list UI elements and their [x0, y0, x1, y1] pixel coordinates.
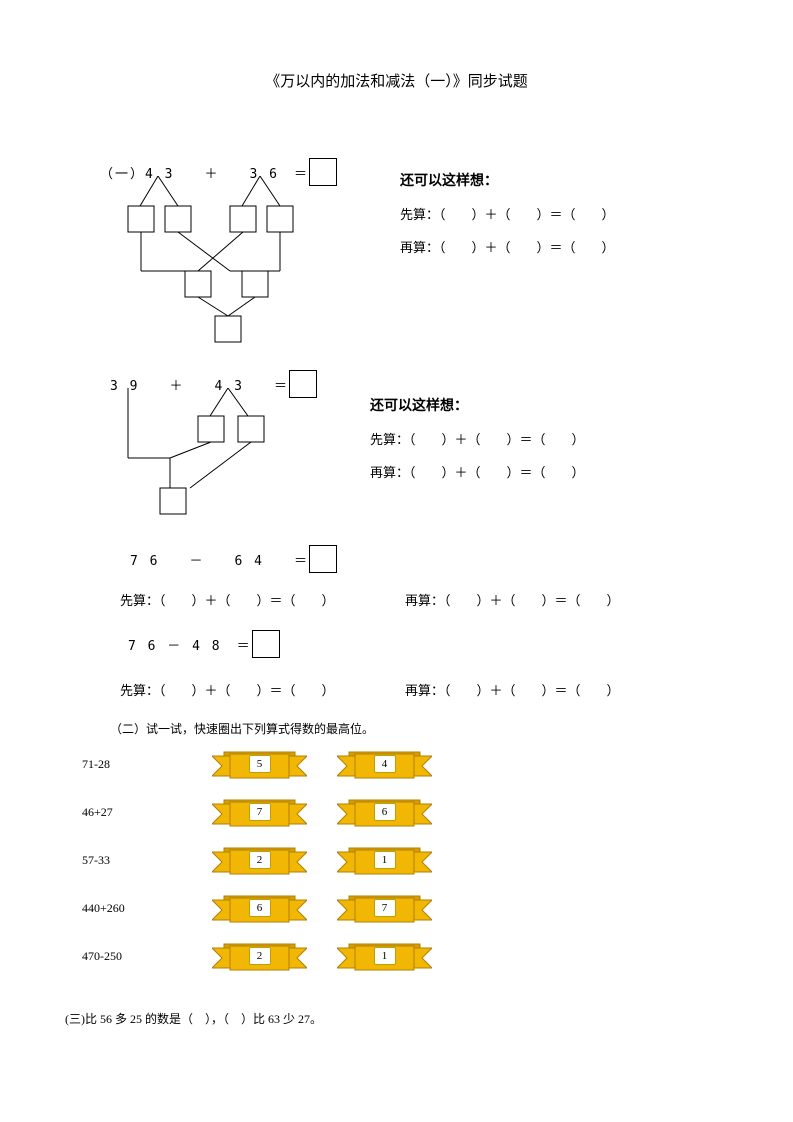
problem-3: 7 6 － 6 4 ＝: [130, 545, 337, 573]
ribbon-option[interactable]: 4: [337, 748, 432, 780]
p3-second[interactable]: 再算：（ ）＋（ ）＝（ ）: [405, 590, 620, 609]
p4-answer-box[interactable]: [252, 630, 280, 658]
ribbon-option[interactable]: 7: [212, 796, 307, 828]
problem-2: 3 9 ＋ 4 3 ＝: [110, 370, 317, 398]
ribbon-option[interactable]: 7: [337, 892, 432, 924]
ribbon-number: 2: [249, 851, 271, 869]
p3-first[interactable]: 先算：（ ）＋（ ）＝（ ）: [120, 590, 335, 609]
p1-diagram: [100, 176, 360, 346]
ribbon-label: 46+27: [82, 805, 212, 820]
sec3[interactable]: (三)比 56 多 25 的数是（ ），（ ）比 63 少 27。: [65, 1010, 322, 1027]
ribbon-row: 71-28 5 4: [82, 748, 793, 780]
ribbon-option[interactable]: 2: [212, 844, 307, 876]
sec2-header: （二）试一试，快速圈出下列算式得数的最高位。: [110, 720, 374, 737]
ribbon-number: 1: [374, 851, 396, 869]
ribbon-row: 470-250 2 1: [82, 940, 793, 972]
ribbon-number: 2: [249, 947, 271, 965]
problem-4: 7 6 － 4 8 ＝: [128, 630, 280, 658]
ribbon-number: 4: [374, 755, 396, 773]
p2-first[interactable]: 先算：（ ）＋（ ）＝（ ）: [370, 429, 585, 448]
p2-think-hdr: 还可以这样想：: [370, 395, 585, 415]
p2-diagram: [110, 388, 330, 528]
ribbon-number: 6: [249, 899, 271, 917]
ribbon-number: 1: [374, 947, 396, 965]
p4-second[interactable]: 再算：（ ）＋（ ）＝（ ）: [405, 680, 620, 699]
ribbon-label: 57-33: [82, 853, 212, 868]
p2-think: 还可以这样想： 先算：（ ）＋（ ）＝（ ） 再算：（ ）＋（ ）＝（ ）: [370, 395, 585, 481]
p1-first[interactable]: 先算：（ ）＋（ ）＝（ ）: [400, 204, 615, 223]
p4-expr: 7 6 － 4 8 ＝: [128, 635, 252, 654]
ribbon-row: 57-33 2 1: [82, 844, 793, 876]
p3-expr: 7 6 － 6 4 ＝: [130, 550, 309, 569]
ribbon-container: 71-28 5 4 46+27 7: [0, 748, 793, 988]
p3-answer-box[interactable]: [309, 545, 337, 573]
ribbon-number: 5: [249, 755, 271, 773]
ribbon-option[interactable]: 5: [212, 748, 307, 780]
problem-1: （一）4 3 ＋ 3 6 ＝: [100, 158, 337, 186]
p4-first[interactable]: 先算：（ ）＋（ ）＝（ ）: [120, 680, 335, 699]
p2-second[interactable]: 再算：（ ）＋（ ）＝（ ）: [370, 462, 585, 481]
ribbon-label: 71-28: [82, 757, 212, 772]
ribbon-option[interactable]: 6: [337, 796, 432, 828]
ribbon-number: 7: [374, 899, 396, 917]
p1-think-hdr: 还可以这样想：: [400, 170, 615, 190]
p1-second[interactable]: 再算：（ ）＋（ ）＝（ ）: [400, 237, 615, 256]
ribbon-row: 440+260 6 7: [82, 892, 793, 924]
ribbon-option[interactable]: 1: [337, 940, 432, 972]
ribbon-option[interactable]: 1: [337, 844, 432, 876]
ribbon-label: 470-250: [82, 949, 212, 964]
ribbon-number: 6: [374, 803, 396, 821]
p1-think: 还可以这样想： 先算：（ ）＋（ ）＝（ ） 再算：（ ）＋（ ）＝（ ）: [400, 170, 615, 256]
ribbon-label: 440+260: [82, 901, 212, 916]
ribbon-number: 7: [249, 803, 271, 821]
ribbon-row: 46+27 7 6: [82, 796, 793, 828]
ribbon-option[interactable]: 2: [212, 940, 307, 972]
page-title: 《万以内的加法和减法（一）》同步试题: [0, 70, 793, 91]
ribbon-option[interactable]: 6: [212, 892, 307, 924]
